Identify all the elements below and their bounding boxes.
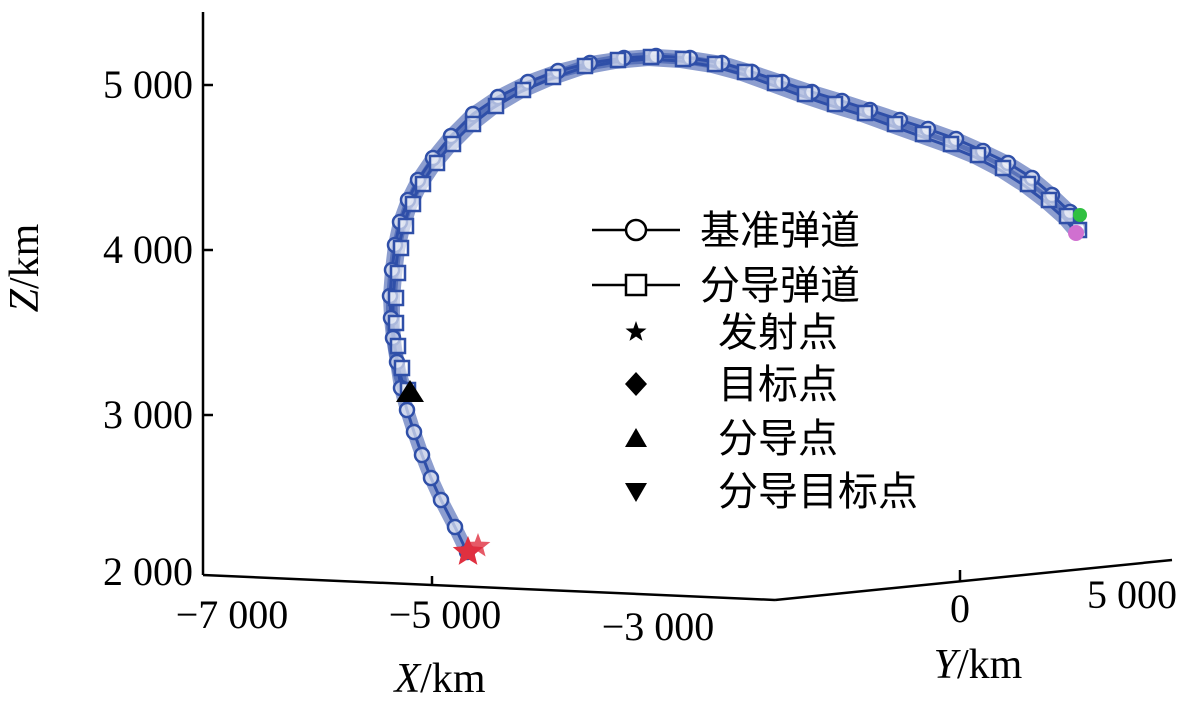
legend-diamond-icon xyxy=(625,372,647,396)
launch-point-marker xyxy=(452,533,491,565)
separation-trajectory-marker xyxy=(1058,207,1076,225)
separation-trajectory-marker xyxy=(414,175,432,193)
reference-trajectory-marker xyxy=(432,491,450,509)
separation-trajectory-marker xyxy=(404,195,422,213)
separation-trajectory-marker xyxy=(796,85,814,103)
separation-trajectory-marker xyxy=(826,95,844,113)
separation-trajectory-marker xyxy=(914,125,932,143)
legend-triangle-up-icon xyxy=(625,428,647,447)
reference-trajectory-marker xyxy=(398,401,416,419)
y-tick-label: 5 000 xyxy=(1087,572,1177,617)
launch-star xyxy=(452,536,484,565)
separation-trajectory-marker xyxy=(428,154,446,172)
legend-entry-separation-target-point: 分导目标点 xyxy=(625,469,918,515)
z-tick-label: 5 000 xyxy=(103,62,193,107)
z-tick-label: 2 000 xyxy=(103,549,193,594)
z-tick-label: 3 000 xyxy=(103,392,193,437)
x-axis-line xyxy=(202,573,776,602)
x-axis-label: X/km xyxy=(393,656,486,702)
separation-trajectory-marker xyxy=(387,314,405,332)
z-tick-label: 4 000 xyxy=(103,227,193,272)
reference-trajectory-marker xyxy=(422,469,440,487)
target-dot-green xyxy=(1073,208,1087,222)
legend-entry-separation-point: 分导点 xyxy=(625,416,838,462)
y-axis-line xyxy=(774,558,1173,602)
reference-trajectory-marker xyxy=(446,518,464,536)
y-axis-label: Y/km xyxy=(934,642,1023,688)
target-point-marker xyxy=(1068,208,1087,241)
target-dot xyxy=(1068,225,1084,241)
separation-trajectory-marker xyxy=(514,81,532,99)
separation-trajectory-marker xyxy=(674,50,692,68)
legend-label: 发射点 xyxy=(718,310,838,356)
legend-entry-target-point: 目标点 xyxy=(625,362,838,408)
reference-trajectory-marker xyxy=(413,446,431,464)
legend-entry-separation-trajectory: 分导弹道 xyxy=(592,263,860,309)
separation-trajectory-marker xyxy=(856,104,874,122)
separation-trajectory-marker xyxy=(969,146,987,164)
x-tick-label: −3 000 xyxy=(602,604,715,649)
reference-trajectory-marker xyxy=(405,423,423,441)
z-ticks xyxy=(203,83,213,417)
legend-label: 分导点 xyxy=(718,416,838,462)
z-tick-labels: 5 000 4 000 3 000 2 000 xyxy=(103,62,193,594)
separation-trajectory-marker xyxy=(389,337,407,355)
legend: 基准弹道 分导弹道 发射点 目标点 分导点 分导目标点 xyxy=(592,208,918,515)
axes xyxy=(201,12,1173,602)
separation-trajectory-marker xyxy=(576,57,594,75)
x-tick-label: −7 000 xyxy=(176,592,289,637)
separation-trajectory-marker xyxy=(642,48,660,66)
separation-trajectory-marker xyxy=(392,239,410,257)
legend-label: 分导目标点 xyxy=(718,469,918,515)
separation-trajectory-marker xyxy=(942,135,960,153)
x-tick-label: −5 000 xyxy=(389,592,502,637)
legend-entry-reference-trajectory: 基准弹道 xyxy=(592,208,860,254)
separation-trajectory-marker xyxy=(736,63,754,81)
legend-star-icon xyxy=(625,321,647,341)
separation-trajectory-marker xyxy=(444,135,462,153)
launch-star-2 xyxy=(465,533,491,557)
separation-trajectory-marker xyxy=(487,97,505,115)
legend-label: 分导弹道 xyxy=(700,263,860,309)
separation-trajectory-marker xyxy=(706,55,724,73)
separation-trajectory-marker xyxy=(544,68,562,86)
x-tick-labels: −7 000 −5 000 −3 000 xyxy=(176,592,715,649)
separation-trajectory-marker xyxy=(464,115,482,133)
legend-label: 基准弹道 xyxy=(700,208,860,254)
separation-trajectory-marker xyxy=(1040,191,1058,209)
legend-label: 目标点 xyxy=(718,362,838,408)
separation-trajectory-marker xyxy=(886,115,904,133)
special-points xyxy=(396,208,1087,565)
legend-entry-launch-point: 发射点 xyxy=(625,310,838,356)
separation-trajectory-marker xyxy=(609,51,627,69)
separation-trajectory-marker xyxy=(1019,175,1037,193)
legend-triangle-down-icon xyxy=(625,483,647,502)
legend-square-icon xyxy=(624,273,648,297)
y-tick-label: 0 xyxy=(950,586,970,631)
separation-trajectory-marker xyxy=(387,289,405,307)
separation-trajectory-marker xyxy=(393,359,411,377)
separation-trajectory-marker xyxy=(397,217,415,235)
separation-trajectory-marker xyxy=(994,159,1012,177)
separation-trajectory-marker xyxy=(389,264,407,282)
separation-trajectory-marker xyxy=(766,74,784,92)
separation-point-marker xyxy=(396,380,424,402)
z-axis-label: Z/km xyxy=(2,223,48,312)
y-tick-labels: 0 5 000 xyxy=(950,572,1177,631)
legend-circle-icon xyxy=(624,218,648,242)
